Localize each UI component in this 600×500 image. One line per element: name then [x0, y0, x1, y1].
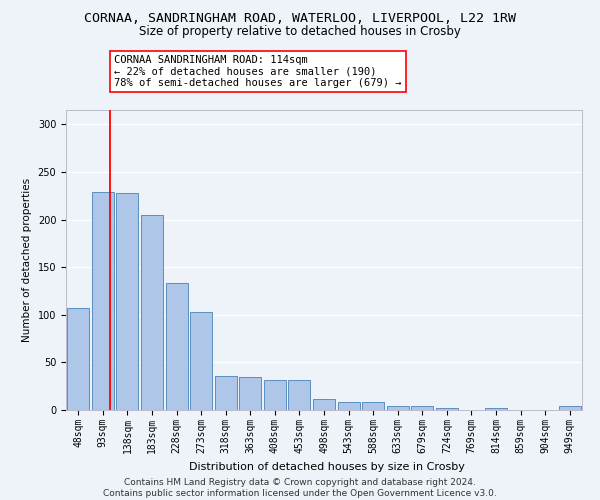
Y-axis label: Number of detached properties: Number of detached properties — [22, 178, 32, 342]
Bar — [190, 312, 212, 410]
Text: Contains HM Land Registry data © Crown copyright and database right 2024.
Contai: Contains HM Land Registry data © Crown c… — [103, 478, 497, 498]
Bar — [116, 193, 139, 410]
Bar — [67, 308, 89, 410]
Bar — [386, 406, 409, 410]
Text: Distribution of detached houses by size in Crosby: Distribution of detached houses by size … — [189, 462, 465, 472]
Bar — [215, 376, 237, 410]
Bar — [559, 406, 581, 410]
Bar — [289, 380, 310, 410]
Text: Size of property relative to detached houses in Crosby: Size of property relative to detached ho… — [139, 25, 461, 38]
Bar — [264, 380, 286, 410]
Bar — [313, 398, 335, 410]
Bar — [362, 402, 384, 410]
Bar — [239, 376, 262, 410]
Text: CORNAA SANDRINGHAM ROAD: 114sqm
← 22% of detached houses are smaller (190)
78% o: CORNAA SANDRINGHAM ROAD: 114sqm ← 22% of… — [114, 55, 401, 88]
Bar — [485, 408, 507, 410]
Bar — [436, 408, 458, 410]
Bar — [411, 406, 433, 410]
Bar — [166, 284, 188, 410]
Bar — [92, 192, 114, 410]
Bar — [141, 215, 163, 410]
Bar — [338, 402, 359, 410]
Text: CORNAA, SANDRINGHAM ROAD, WATERLOO, LIVERPOOL, L22 1RW: CORNAA, SANDRINGHAM ROAD, WATERLOO, LIVE… — [84, 12, 516, 26]
